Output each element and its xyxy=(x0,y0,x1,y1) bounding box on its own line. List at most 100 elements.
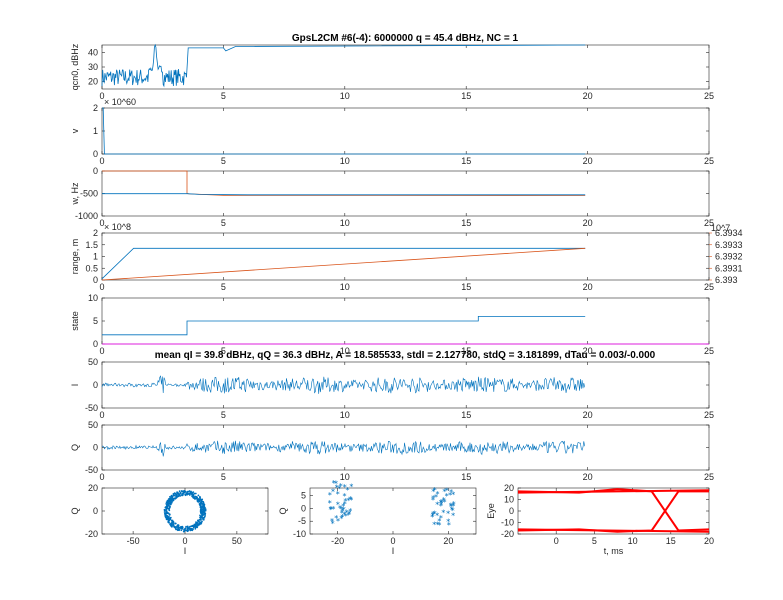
x-tick-label: 25 xyxy=(704,91,714,101)
scatter-point xyxy=(187,529,190,532)
scatter-point: * xyxy=(338,485,342,494)
scatter-point xyxy=(171,519,174,522)
scatter-point: * xyxy=(436,490,440,499)
scatter-point xyxy=(174,522,177,525)
scatter-point: * xyxy=(442,487,446,496)
y-tick-label: 10 xyxy=(88,293,98,303)
scatter-point xyxy=(169,506,171,509)
scatter-point xyxy=(188,494,191,496)
scatter-point: * xyxy=(431,496,435,505)
scatter-point xyxy=(177,524,180,527)
scatter-point xyxy=(201,516,203,519)
scatter-point xyxy=(174,497,177,499)
x-tick-label: 25 xyxy=(704,346,714,356)
scatter-point xyxy=(196,526,198,529)
scatter-point xyxy=(188,490,191,492)
scatter-point xyxy=(202,500,205,503)
x-tick-label: 10 xyxy=(340,282,350,292)
x-tick-label: 0 xyxy=(99,218,104,228)
scatter-point xyxy=(203,503,206,506)
scatter-point xyxy=(195,522,197,525)
scatter-point: * xyxy=(433,486,437,495)
scatter-point xyxy=(168,504,170,506)
scatter-point xyxy=(165,507,168,510)
scatter-point: * xyxy=(434,493,438,502)
scatter-point xyxy=(172,523,175,526)
y-axis-label: state xyxy=(70,311,80,331)
x-tick-label: 0 xyxy=(99,346,104,356)
scatter-point xyxy=(170,525,173,527)
eye-trace-3 xyxy=(517,489,710,494)
series-signal xyxy=(101,375,585,394)
scatter-point xyxy=(165,518,168,521)
scatter-point xyxy=(199,516,201,519)
y-tick-label: -1000 xyxy=(75,211,98,221)
scatter-point xyxy=(197,494,200,497)
scatter-point xyxy=(171,521,174,524)
scatter-point: * xyxy=(449,503,453,512)
scatter-point xyxy=(204,515,206,518)
y-tick-label: 2 xyxy=(93,103,98,113)
scatter-point: * xyxy=(433,510,437,519)
scatter-point: * xyxy=(440,498,444,507)
scatter-point: * xyxy=(452,500,456,509)
x-tick-label: 5 xyxy=(221,410,226,420)
x-tick-label: 5 xyxy=(221,218,226,228)
y-tick-label: 20 xyxy=(88,483,98,493)
scatter-point xyxy=(199,508,202,511)
x-tick-label: 15 xyxy=(461,410,471,420)
scatter-point: * xyxy=(435,521,439,530)
y-tick-label: 0 xyxy=(93,339,98,349)
scatter-point xyxy=(201,510,203,512)
scatter-point: * xyxy=(343,497,347,506)
scatter-point xyxy=(181,494,184,497)
y-tick-label: 30 xyxy=(88,62,98,72)
scatter-point: * xyxy=(435,512,439,521)
x-tick-label: 15 xyxy=(666,536,676,546)
scatter-point: * xyxy=(445,486,449,495)
scatter-point: * xyxy=(451,507,455,516)
scatter-point xyxy=(190,490,193,493)
scatter-point xyxy=(200,504,202,507)
scatter-point xyxy=(165,511,168,513)
scatter-point: * xyxy=(338,504,342,513)
scatter-point xyxy=(178,494,181,496)
scatter-point: * xyxy=(334,514,338,523)
scatter-point: * xyxy=(432,520,436,529)
scatter-point: * xyxy=(347,511,351,520)
series-qcn0 xyxy=(101,43,586,88)
x-tick-label: 5 xyxy=(221,472,226,482)
y-tick-label: 40 xyxy=(88,47,98,57)
y-tick-label: 1 xyxy=(93,126,98,136)
scatter-point: * xyxy=(331,488,335,497)
y-tick-label: 5 xyxy=(301,491,306,501)
y-tick-label: -10 xyxy=(501,518,514,528)
scatter-point xyxy=(194,524,197,527)
scatter-point: * xyxy=(342,511,346,520)
scatter-point xyxy=(192,528,194,531)
y-right-tick-label: 6.3932 xyxy=(715,252,743,262)
eye-trace-4 xyxy=(517,528,710,533)
scatter-point: * xyxy=(348,507,352,516)
scatter-point xyxy=(191,493,194,495)
scatter-point: * xyxy=(431,488,435,497)
scatter-point xyxy=(180,529,183,532)
x-tick-label: -50 xyxy=(127,536,140,546)
y-axis-label: qcn0, dBHz xyxy=(70,43,80,90)
y-axis-label: Eye xyxy=(486,503,496,519)
scatter-point xyxy=(164,509,167,511)
y-tick-label: -50 xyxy=(85,403,98,413)
scatter-point: * xyxy=(446,510,450,519)
scatter-point: * xyxy=(430,513,434,522)
scatter-point: * xyxy=(439,501,443,510)
y-axis-label: I xyxy=(70,384,80,387)
y-tick-label: 0.5 xyxy=(85,263,98,273)
y-axis-label: range, m xyxy=(70,239,80,275)
series-line-1 xyxy=(102,107,586,155)
scatter-point: * xyxy=(343,483,347,492)
y-axis-label: v xyxy=(70,128,80,133)
scatter-point: * xyxy=(328,491,332,500)
x-tick-label: 25 xyxy=(704,218,714,228)
